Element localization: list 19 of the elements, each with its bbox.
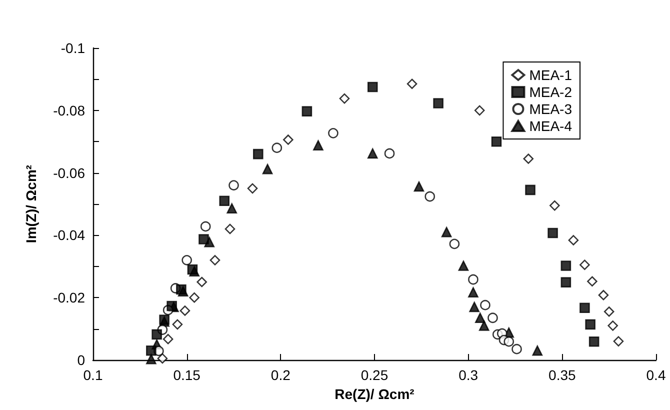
y-tick-label: -0.08 [53,102,86,118]
x-tick-label: 0.15 [173,367,201,383]
y-tick-label: -0.02 [53,290,86,306]
legend-label: MEA-1 [529,67,572,83]
legend-label: MEA-3 [529,101,572,117]
x-tick-label: 0.25 [360,367,388,383]
x-tick-label: 0.2 [270,367,291,383]
legend-label: MEA-2 [529,84,572,100]
legend-label: MEA-4 [529,118,572,134]
y-tick-label: -0.04 [53,227,86,244]
x-axis-title: Re(Z)/ Ωcm² [334,386,415,402]
x-tick-label: 0.1 [83,367,103,383]
y-tick-label: -0.1 [60,40,86,56]
y-tick-label: 0 [77,352,86,368]
y-tick-label: -0.06 [53,164,86,181]
y-axis-title: Im(Z)/ Ωcm² [23,164,39,244]
x-tick-label: 0.4 [646,367,666,383]
x-tick-label: 0.3 [458,367,478,383]
x-tick-label: 0.35 [548,367,576,383]
